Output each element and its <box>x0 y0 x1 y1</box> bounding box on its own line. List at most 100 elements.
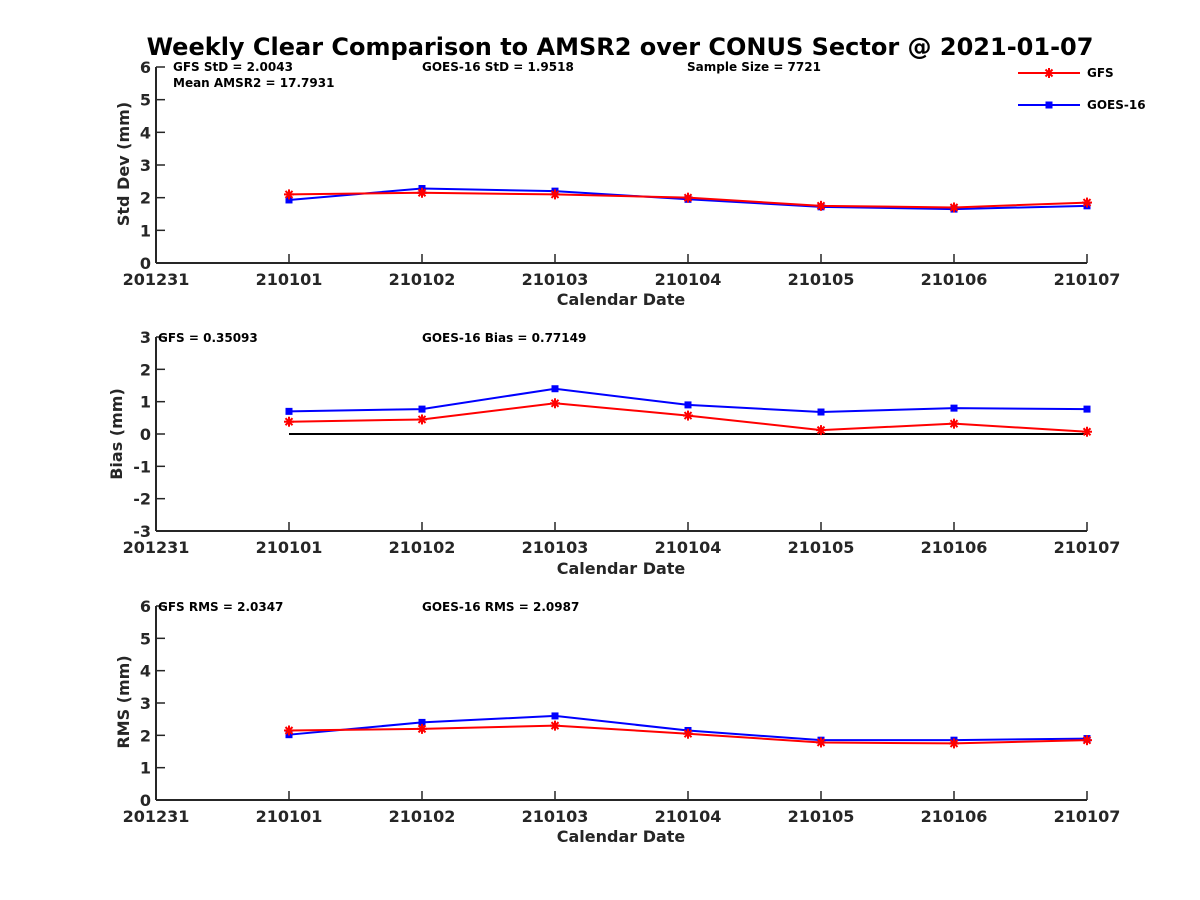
y-tick-label: -3 <box>133 522 151 541</box>
point-gfs <box>417 723 427 734</box>
x-tick-label: 210107 <box>1054 807 1121 826</box>
annotation-mean-amsr2: Mean AMSR2 = 17.7931 <box>173 76 334 90</box>
x-tick-label: 210103 <box>522 807 589 826</box>
x-tick-label: 210103 <box>522 538 589 557</box>
annotation-goes16-rms: GOES-16 RMS = 2.0987 <box>422 600 579 614</box>
annotation-gfs-bias: GFS = 0.35093 <box>158 331 258 345</box>
panel-std-dev-xlabel: Calendar Date <box>557 290 686 309</box>
x-tick-label: 210101 <box>256 538 323 557</box>
point-goes16 <box>285 407 293 415</box>
legend-marker-goes16 <box>1045 101 1053 109</box>
y-tick-label: 5 <box>140 91 151 110</box>
point-gfs <box>816 737 826 748</box>
annotation-goes16-bias: GOES-16 Bias = 0.77149 <box>422 331 586 345</box>
y-tick-label: -1 <box>133 457 151 476</box>
legend-marker-gfs <box>1044 68 1054 78</box>
annotation-gfs-rms: GFS RMS = 2.0347 <box>158 600 283 614</box>
point-gfs <box>550 720 560 731</box>
y-tick-label: 0 <box>140 254 151 273</box>
point-gfs <box>816 200 826 211</box>
point-gfs <box>550 189 560 200</box>
legend: GFS GOES-16 <box>1018 66 1146 112</box>
y-tick-label: 1 <box>140 393 151 412</box>
point-gfs <box>949 738 959 749</box>
legend-label-gfs: GFS <box>1087 66 1114 80</box>
panel-rms-series <box>284 712 1092 749</box>
point-gfs <box>284 189 294 200</box>
point-goes16 <box>950 404 958 412</box>
panel-std-dev-axes: 0 1 2 3 4 5 6 201231 210101 210102 210103 210104 210… <box>123 58 1121 289</box>
point-goes16 <box>418 718 426 726</box>
annotation-gfs-std: GFS StD = 2.0043 <box>173 60 293 74</box>
y-tick-label: 5 <box>140 629 151 648</box>
x-tick-label: 210106 <box>921 807 988 826</box>
panel-rms-xlabel: Calendar Date <box>557 827 686 846</box>
legend-label-goes16: GOES-16 <box>1087 98 1146 112</box>
chart-title: Weekly Clear Comparison to AMSR2 over CO… <box>147 33 1094 61</box>
y-tick-label: 2 <box>140 189 151 208</box>
annotation-goes16-std: GOES-16 StD = 1.9518 <box>422 60 574 74</box>
point-gfs <box>683 192 693 203</box>
panel-std-dev-series <box>284 185 1092 213</box>
x-tick-label: 210101 <box>256 807 323 826</box>
x-tick-label: 201231 <box>123 270 190 289</box>
y-tick-label: 0 <box>140 791 151 810</box>
point-goes16 <box>1083 405 1091 413</box>
panel-bias: -3 -2 -1 0 1 2 3 201231 210101 210102 210103 210104… <box>107 328 1120 578</box>
point-gfs <box>683 410 693 421</box>
point-gfs <box>1082 735 1092 746</box>
panel-rms-axes: 0 1 2 3 4 5 6 201231 210101 210102 210103 210104 210… <box>123 597 1121 826</box>
y-tick-label: 1 <box>140 759 151 778</box>
point-gfs <box>949 202 959 213</box>
x-tick-label: 210105 <box>788 270 855 289</box>
point-gfs <box>816 425 826 436</box>
point-gfs <box>550 398 560 409</box>
x-tick-label: 210102 <box>389 807 456 826</box>
x-tick-label: 210105 <box>788 807 855 826</box>
panel-std-dev: 0 1 2 3 4 5 6 201231 210101 210102 210103 210104 210… <box>114 58 1120 309</box>
point-goes16 <box>684 401 692 409</box>
y-tick-label: 2 <box>140 726 151 745</box>
x-tick-label: 210107 <box>1054 270 1121 289</box>
panel-bias-xlabel: Calendar Date <box>557 559 686 578</box>
panel-rms-ylabel: RMS (mm) <box>114 655 133 748</box>
point-gfs <box>1082 426 1092 437</box>
point-gfs <box>417 187 427 198</box>
x-tick-label: 210104 <box>655 270 722 289</box>
y-tick-label: 3 <box>140 328 151 347</box>
y-tick-label: 0 <box>140 425 151 444</box>
x-tick-label: 201231 <box>123 538 190 557</box>
point-gfs <box>284 416 294 427</box>
x-tick-label: 210106 <box>921 538 988 557</box>
y-tick-label: 3 <box>140 694 151 713</box>
point-goes16 <box>817 408 825 416</box>
panel-std-dev-ylabel: Std Dev (mm) <box>114 102 133 226</box>
point-gfs <box>949 418 959 429</box>
x-tick-label: 210107 <box>1054 538 1121 557</box>
y-tick-label: 2 <box>140 360 151 379</box>
point-gfs <box>1082 197 1092 208</box>
x-tick-label: 210106 <box>921 270 988 289</box>
x-tick-label: 201231 <box>123 807 190 826</box>
y-tick-label: 1 <box>140 221 151 240</box>
point-goes16 <box>418 405 426 413</box>
y-tick-label: 6 <box>140 58 151 77</box>
point-gfs <box>683 728 693 739</box>
x-tick-label: 210104 <box>655 538 722 557</box>
x-tick-label: 210101 <box>256 270 323 289</box>
y-tick-label: 6 <box>140 597 151 616</box>
annotation-sample-size: Sample Size = 7721 <box>687 60 821 74</box>
x-tick-label: 210105 <box>788 538 855 557</box>
x-tick-label: 210104 <box>655 807 722 826</box>
panel-bias-axes: -3 -2 -1 0 1 2 3 201231 210101 210102 210103 210104… <box>123 328 1121 557</box>
y-tick-label: 3 <box>140 156 151 175</box>
panel-rms: 0 1 2 3 4 5 6 201231 210101 210102 210103 210104 210… <box>114 597 1120 846</box>
panel-bias-series <box>284 385 1092 437</box>
y-tick-label: -2 <box>133 490 151 509</box>
point-goes16 <box>551 385 559 393</box>
panel-bias-ylabel: Bias (mm) <box>107 388 126 480</box>
series-line-goes16 <box>288 387 1088 414</box>
point-goes16 <box>285 196 293 204</box>
x-tick-label: 210102 <box>389 538 456 557</box>
